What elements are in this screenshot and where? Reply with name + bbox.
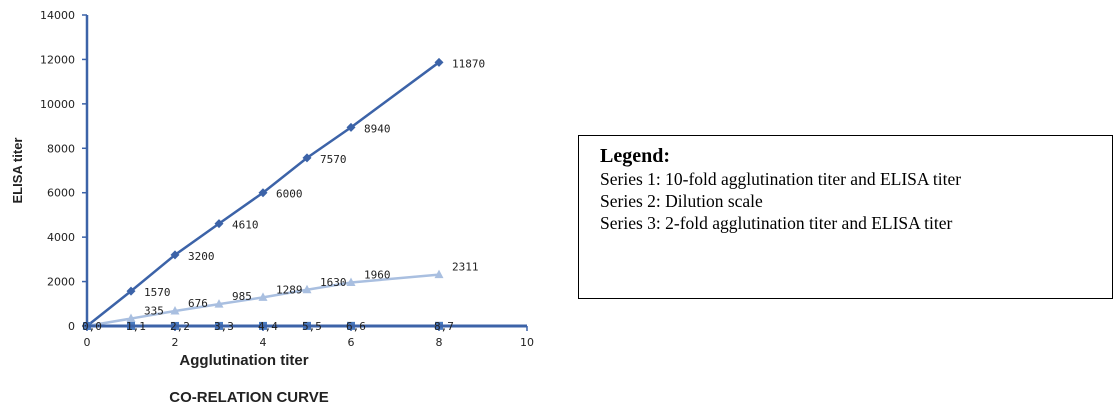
series-1-point xyxy=(170,250,180,260)
series-3-line xyxy=(86,273,440,328)
y-tick-label: 4000 xyxy=(47,231,75,244)
series-2-data-label: 5,5 xyxy=(302,320,322,333)
series-2-data-label: 0,0 xyxy=(82,320,102,333)
series-3-data-label: 676 xyxy=(188,297,208,310)
series-3-data-label: 2311 xyxy=(452,261,479,274)
chart-title: CO-RELATION CURVE xyxy=(169,389,328,406)
x-tick-label: 6 xyxy=(348,336,355,349)
series-3-data-label: 985 xyxy=(232,290,252,303)
series-1-data-label: 8940 xyxy=(364,122,391,135)
x-tick-label: 4 xyxy=(260,336,267,349)
series-3-point xyxy=(434,269,444,279)
series-3-data-label: 335 xyxy=(144,305,164,318)
y-tick-label: 14000 xyxy=(40,9,75,22)
y-tick-label: 0 xyxy=(68,320,75,333)
series-3-point xyxy=(170,305,180,315)
series-3-data-label: 1289 xyxy=(276,283,303,296)
y-tick-label: 12000 xyxy=(40,53,75,66)
series-1-point xyxy=(346,122,356,132)
series-3-point xyxy=(126,313,136,323)
series-1-data-label: 3200 xyxy=(188,250,215,263)
x-tick-label: 0 xyxy=(84,336,91,349)
legend-series-3: Series 3: 2-fold agglutination titer and… xyxy=(600,213,953,233)
series-1-data-label: 7570 xyxy=(320,153,347,166)
y-tick-label: 10000 xyxy=(40,98,75,111)
series-1-point xyxy=(302,153,312,163)
series-3-point xyxy=(346,277,356,286)
y-tick-label: 6000 xyxy=(47,187,75,200)
series-2-data-label: 6,6 xyxy=(346,320,366,333)
y-tick-label: 2000 xyxy=(47,276,75,289)
legend-series-1: Series 1: 10-fold agglutination titer an… xyxy=(600,169,962,189)
series-3-point xyxy=(258,292,268,301)
series-2-data-label: 4,4 xyxy=(258,320,278,333)
series-3-point xyxy=(302,284,312,294)
x-axis-title: Agglutination titer xyxy=(179,352,308,369)
legend-box: Legend: Series 1: 10-fold agglutination … xyxy=(578,135,1113,299)
series-1-point xyxy=(434,57,444,67)
ticks-layer: 0 2000 4000 6000 8000 10000 12000 14000 0 2 4 6 8 10 xyxy=(40,9,534,349)
x-tick-label: 8 xyxy=(436,336,443,349)
y-axis-title: ELISA titer xyxy=(10,138,25,204)
series-1-point xyxy=(258,188,268,198)
series-1-data-label: 11870 xyxy=(452,57,485,70)
series-layer xyxy=(82,57,444,331)
series-3-data-label: 1960 xyxy=(364,268,391,281)
series-1-point xyxy=(126,286,136,296)
data-labels-layer: 335 676 985 1289 1630 1960 2311 1570 3200 4610 600… xyxy=(82,57,485,333)
series-1-data-label: 6000 xyxy=(276,188,303,201)
series-2-data-label: 8,7 xyxy=(434,320,454,333)
series-2-data-label: 2,2 xyxy=(170,320,190,333)
y-tick-label: 8000 xyxy=(47,142,75,155)
legend-series-2: Series 2: Dilution scale xyxy=(600,191,763,211)
series-1-point xyxy=(214,219,224,229)
series-2-data-label: 1,1 xyxy=(126,320,146,333)
series-1-data-label: 1570 xyxy=(144,286,171,299)
series-3-point xyxy=(214,299,224,308)
x-tick-label: 10 xyxy=(520,336,534,349)
series-3-data-label: 1630 xyxy=(320,276,347,289)
series-1-data-label: 4610 xyxy=(232,219,259,232)
x-tick-label: 2 xyxy=(172,336,179,349)
series-2-data-label: 3,3 xyxy=(214,320,234,333)
series-1-line xyxy=(86,61,440,327)
legend-title: Legend: xyxy=(600,145,670,167)
